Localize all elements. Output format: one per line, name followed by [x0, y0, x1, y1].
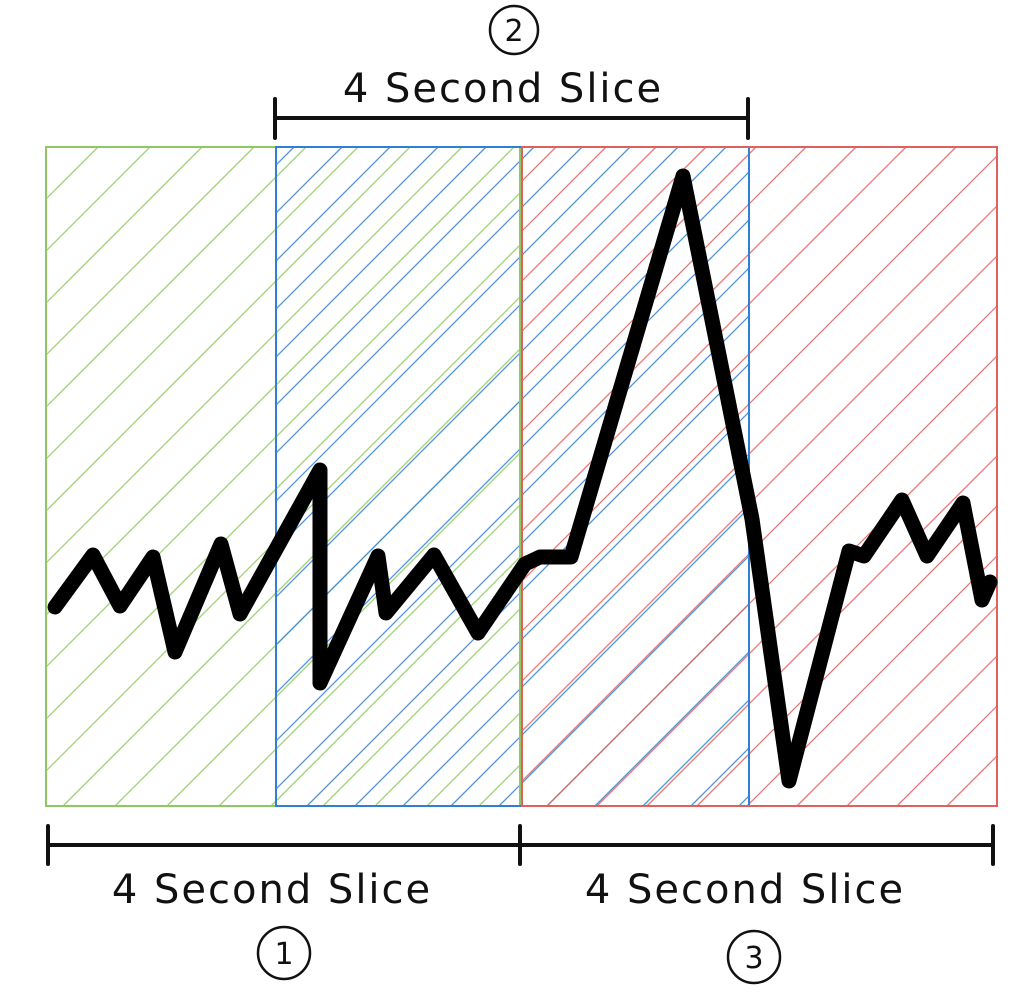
slice-2-label: 4 Second Slice [343, 66, 663, 112]
hatch-line [596, 405, 997, 806]
hatch-line [276, 147, 679, 550]
hatch-line [522, 147, 707, 332]
slice-1-3-bracket [46, 824, 995, 866]
hatch-line [787, 147, 1036, 806]
slice-2-number: 2 [504, 14, 523, 49]
hatch-line [522, 147, 857, 482]
hatch-line [374, 660, 520, 806]
slice-3-number-badge: 3 [726, 929, 782, 985]
hatch-line [402, 459, 749, 806]
hatch-line [46, 147, 307, 408]
hatch-line [522, 147, 757, 382]
slice-3-number: 3 [744, 941, 763, 976]
hatch-line [522, 147, 907, 532]
slice-2-number-badge: 2 [488, 4, 540, 56]
hatch-line [450, 507, 749, 806]
slice-1-number-badge: 1 [256, 925, 312, 981]
hatch-line [276, 147, 391, 262]
hatch-line [522, 155, 997, 632]
hatch-line [46, 147, 463, 564]
hatch-line [791, 147, 1036, 806]
hatch-line [546, 603, 749, 806]
hatch-line [46, 244, 520, 720]
hatch-line [835, 147, 1036, 806]
hatch-line [796, 605, 997, 806]
hatch-line [522, 205, 997, 682]
hatch-line [46, 147, 515, 616]
hatch-line [895, 147, 1036, 806]
hatch-line [522, 305, 997, 782]
hatch-line [276, 147, 535, 406]
hatch-line [522, 147, 557, 182]
hatch-line [522, 147, 957, 582]
hatch-line [276, 147, 439, 310]
hatch-line [46, 147, 411, 512]
hatch-line [354, 411, 749, 806]
hatch-line [322, 608, 520, 806]
slice-1-label: 4 Second Slice [112, 867, 432, 913]
hatch-line [218, 504, 520, 806]
hatch-line [946, 755, 997, 806]
hatch-line [883, 147, 1036, 806]
signal-waveform [47, 168, 998, 789]
hatch-line [46, 147, 151, 252]
hatch-line [46, 296, 520, 772]
hatch-line [46, 147, 255, 356]
hatch-line [306, 363, 749, 806]
hatch-line [1027, 147, 1036, 806]
hatch-line [46, 147, 359, 460]
hatch-line [522, 147, 607, 232]
hatch-line [276, 219, 749, 694]
hatch-line [46, 147, 47, 148]
hatch-line [999, 147, 1036, 806]
hatch-line [276, 147, 295, 166]
slice-3-label: 4 Second Slice [585, 867, 905, 913]
slice-2-window [275, 146, 750, 807]
slice-1-hatching [46, 147, 1036, 806]
hatch-line [522, 147, 807, 432]
hatch-line [594, 651, 749, 806]
hatch-line [896, 705, 997, 806]
hatch-line [996, 805, 997, 806]
hatch-line [522, 147, 657, 282]
hatch-line [276, 267, 749, 742]
hatch-line [843, 147, 1036, 806]
hatch-line [546, 355, 997, 806]
hatch-line [846, 655, 997, 806]
hatch-line [46, 147, 203, 304]
hatch-line [270, 556, 520, 806]
hatch-line [62, 348, 520, 806]
slice-1-window [45, 146, 521, 807]
hatch-line [46, 192, 520, 668]
hatch-line [646, 455, 997, 806]
hatch-line [947, 147, 1036, 806]
hatch-line [276, 147, 727, 598]
hatch-line [46, 147, 99, 200]
slice-2-bracket [273, 97, 750, 140]
slice-1-number: 1 [274, 937, 293, 972]
hatch-line [746, 555, 997, 806]
slice-3-window [521, 146, 998, 807]
hatch-line [498, 555, 749, 806]
hatch-line [276, 147, 487, 358]
hatch-line [979, 147, 1036, 806]
hatch-line [276, 147, 583, 454]
